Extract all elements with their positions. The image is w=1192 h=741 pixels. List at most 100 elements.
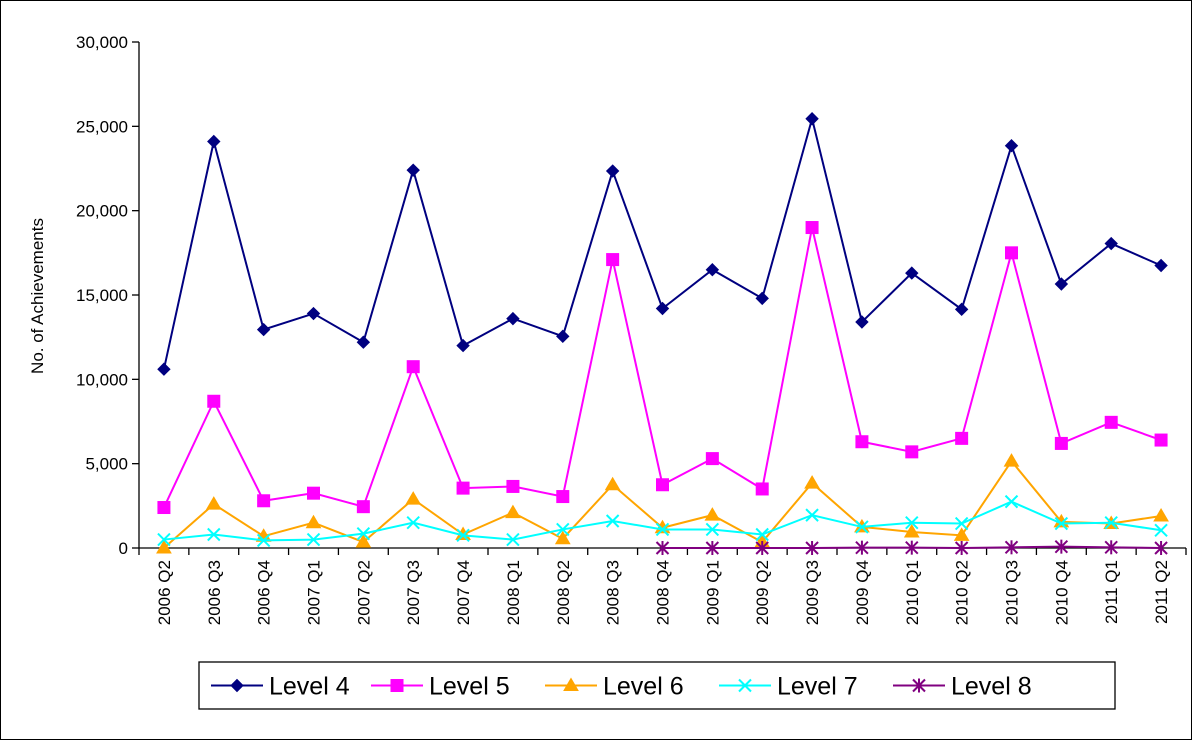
data-point-level-8 — [705, 541, 720, 555]
data-point-level-4 — [605, 164, 620, 178]
legend-item-level-6: Level 6 — [545, 673, 684, 701]
data-point-level-5 — [356, 500, 370, 514]
x-tick-label: 2007 Q4 — [454, 560, 473, 625]
data-point-level-4 — [954, 302, 969, 317]
data-point-level-8 — [855, 540, 869, 555]
y-tick-label: 15,000 — [76, 286, 128, 305]
data-point-level-7-stroke — [456, 528, 470, 543]
data-point-level-5 — [755, 482, 769, 496]
data-point-level-8 — [1104, 540, 1118, 555]
data-point-level-7-stroke — [356, 526, 371, 541]
x-tick-label: 2010 Q1 — [903, 560, 922, 625]
data-point-level-7-stroke — [306, 532, 321, 547]
legend-label-level-8: Level 8 — [951, 673, 1032, 701]
data-point-level-7 — [1154, 523, 1168, 537]
data-point-level-8 — [655, 541, 670, 555]
data-point-level-7 — [556, 522, 570, 537]
legend-marker-level-4 — [230, 678, 244, 693]
data-point-level-7 — [1104, 515, 1118, 530]
data-point-level-7-stroke — [855, 520, 869, 534]
legend-label-level-4: Level 4 — [269, 673, 350, 701]
data-point-level-4 — [905, 266, 919, 280]
x-tick-label: 2010 Q4 — [1052, 560, 1071, 625]
data-point-level-8 — [954, 541, 969, 555]
x-tick-label: 2010 Q3 — [1003, 560, 1022, 625]
data-point-level-7 — [905, 515, 919, 530]
data-point-level-7 — [406, 515, 420, 530]
data-point-level-5 — [855, 435, 869, 449]
data-point-level-7-stroke — [256, 533, 271, 548]
data-point-level-5 — [1054, 436, 1068, 450]
data-point-level-5 — [905, 445, 919, 459]
legend-item-level-7: Level 7 — [719, 673, 858, 701]
data-point-level-7-stroke — [506, 532, 520, 547]
legend-marker-level-7 — [738, 678, 752, 693]
data-point-level-5 — [1005, 246, 1018, 260]
y-tick-label: 0 — [119, 539, 128, 558]
data-point-level-4 — [1054, 277, 1069, 291]
data-point-level-5 — [207, 394, 221, 408]
data-point-level-6 — [205, 496, 222, 510]
data-point-level-7 — [207, 527, 221, 542]
legend-marker-level-7-stroke — [738, 678, 752, 693]
data-point-level-7-stroke — [805, 508, 819, 522]
data-point-level-7 — [1004, 494, 1019, 509]
data-point-level-7 — [855, 520, 869, 534]
data-point-level-6 — [704, 507, 721, 521]
data-point-level-8 — [805, 541, 819, 555]
y-tick-label: 20,000 — [76, 202, 128, 221]
data-point-level-4 — [805, 112, 819, 126]
data-point-level-7 — [157, 532, 171, 547]
data-point-level-4 — [306, 306, 321, 321]
x-tick-label: 2009 Q4 — [853, 560, 872, 625]
legend-marker-level-8 — [912, 678, 926, 693]
data-point-level-7-stroke — [905, 515, 919, 530]
data-point-level-7-stroke — [1054, 516, 1069, 531]
data-point-level-4 — [1104, 236, 1118, 251]
data-point-level-5 — [157, 501, 171, 515]
data-point-level-4 — [855, 315, 869, 329]
series-level-4 — [157, 112, 1168, 376]
data-point-level-5 — [955, 431, 969, 445]
x-tick-label: 2007 Q2 — [354, 560, 373, 625]
x-tick-label: 2008 Q1 — [504, 560, 523, 625]
data-point-level-7 — [655, 522, 670, 537]
data-point-level-4 — [506, 311, 520, 326]
x-tick-label: 2010 Q2 — [953, 560, 972, 625]
legend-item-level-4: Level 4 — [211, 673, 350, 701]
data-point-level-7-stroke — [605, 514, 620, 528]
data-point-level-7 — [705, 522, 720, 537]
data-point-level-7-stroke — [1004, 494, 1019, 509]
y-axis-title: No. of Achievements — [28, 218, 47, 374]
data-point-level-5 — [705, 452, 719, 466]
series-line-level-4 — [162, 114, 1162, 370]
data-point-level-7-stroke — [1154, 523, 1168, 537]
data-point-level-7 — [356, 526, 371, 541]
x-tick-label: 2009 Q1 — [703, 560, 722, 625]
data-point-level-7 — [506, 532, 520, 547]
data-point-level-8 — [1154, 541, 1168, 555]
data-point-level-5 — [307, 486, 320, 500]
series-level-5 — [157, 221, 1168, 515]
y-tick-label: 10,000 — [76, 370, 128, 389]
data-point-level-5 — [656, 478, 669, 492]
x-tick-label: 2007 Q3 — [404, 560, 423, 625]
data-point-level-7-stroke — [705, 522, 720, 537]
data-point-level-7 — [954, 516, 969, 531]
data-point-level-5 — [406, 360, 420, 374]
data-point-level-7-stroke — [1104, 515, 1118, 530]
data-point-level-8 — [905, 540, 919, 555]
x-tick-label: 2008 Q3 — [604, 560, 623, 625]
data-point-level-4 — [356, 335, 371, 349]
data-point-level-6 — [903, 523, 920, 538]
data-point-level-6 — [604, 476, 621, 491]
x-tick-label: 2007 Q1 — [305, 560, 324, 625]
legend-label-level-5: Level 5 — [429, 673, 510, 701]
series-level-7 — [157, 494, 1168, 548]
x-tick-label: 2006 Q2 — [155, 560, 174, 625]
data-point-level-6 — [355, 534, 372, 548]
x-tick-label: 2011 Q2 — [1152, 560, 1171, 624]
data-point-level-6 — [1003, 453, 1020, 467]
data-point-level-6 — [554, 530, 571, 545]
